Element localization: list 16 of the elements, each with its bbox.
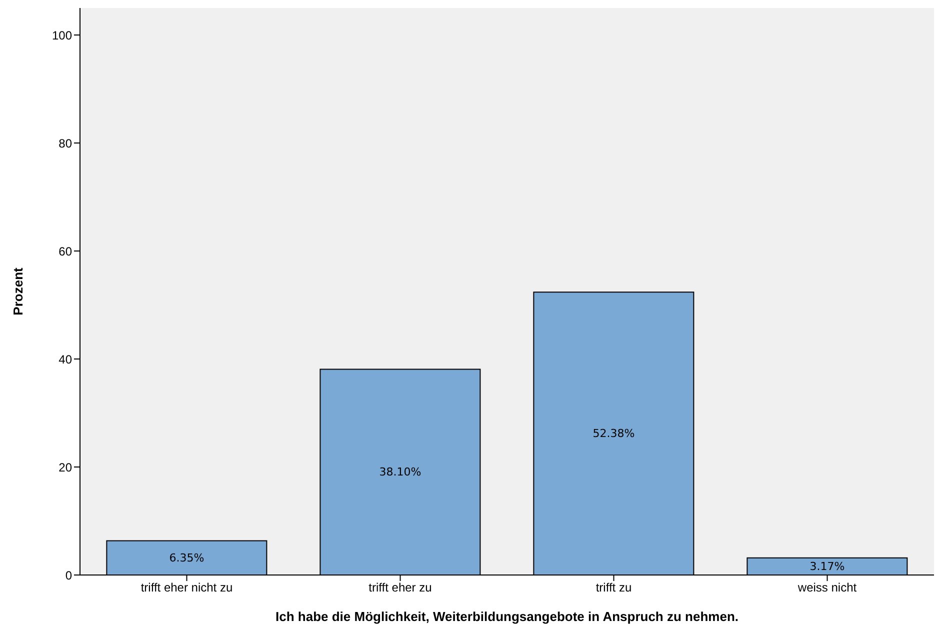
x-tick-label: trifft eher zu xyxy=(368,580,432,595)
data-label: 6.35% xyxy=(169,551,204,564)
x-axis-title: Ich habe die Möglichkeit, Weiterbildungsangebote in Anspruch zu nehmen. xyxy=(276,609,738,624)
x-tick-label: trifft zu xyxy=(596,580,632,595)
y-tick-label: 80 xyxy=(58,136,72,150)
data-label: 3.17% xyxy=(810,560,845,573)
data-label: 52.38% xyxy=(592,427,635,440)
y-tick-label: 100 xyxy=(52,28,72,42)
y-axis-title: Prozent xyxy=(10,266,26,316)
x-tick-label: weiss nicht xyxy=(796,580,858,595)
y-tick-label: 60 xyxy=(58,244,72,258)
data-label: 38.10% xyxy=(379,466,422,479)
y-tick-label: 0 xyxy=(65,568,72,582)
y-tick-label: 20 xyxy=(58,460,72,474)
x-tick-label: trifft eher nicht zu xyxy=(140,580,233,595)
y-tick-label: 40 xyxy=(58,352,72,366)
